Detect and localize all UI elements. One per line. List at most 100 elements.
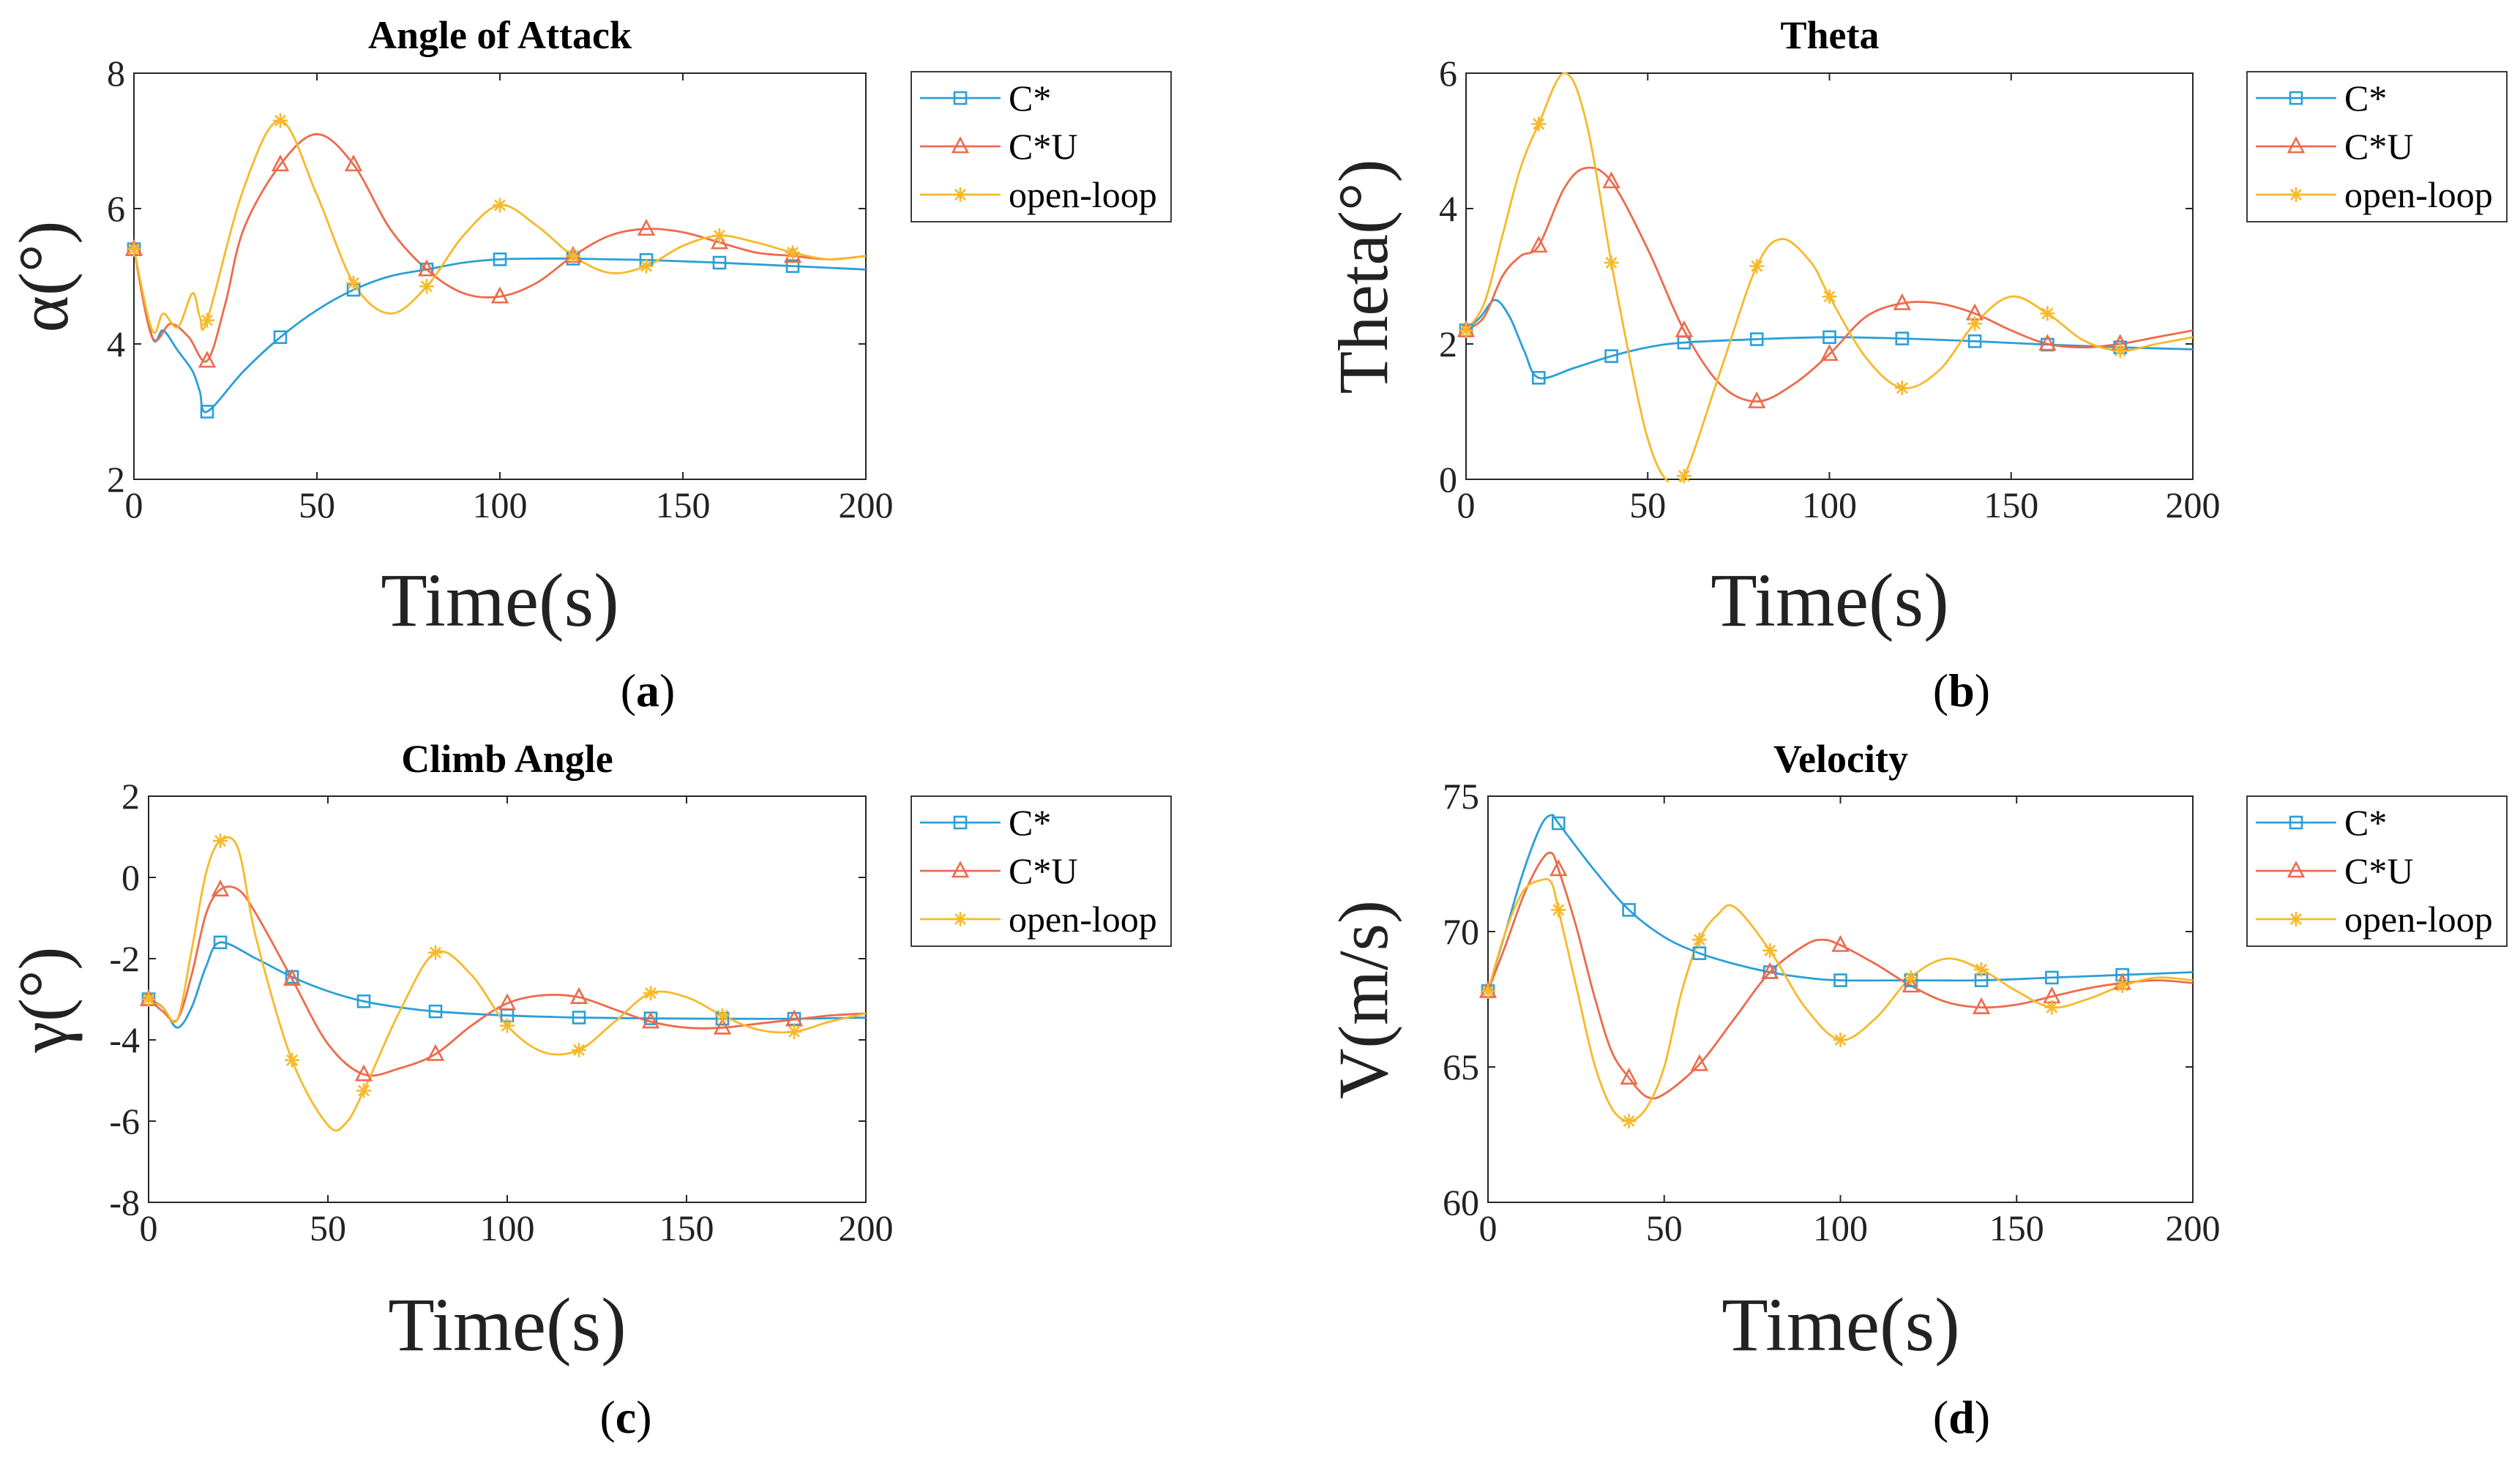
- series-line-open-loop: [134, 119, 866, 334]
- legend: C* C*U open-loop: [2246, 71, 2508, 222]
- series-line-Cstar: [134, 249, 866, 413]
- data-point-open-loop: [141, 992, 156, 1007]
- data-point-open-loop: [200, 312, 214, 328]
- data-point-CstarU: [569, 986, 588, 1005]
- plot-area: [148, 795, 867, 1203]
- series-line-Cstar: [1488, 814, 2193, 992]
- legend: C* C*U open-loop: [911, 71, 1172, 222]
- legend-marker: [2287, 861, 2306, 878]
- legend-label: C*: [2344, 802, 2387, 843]
- legend-label: C*: [2344, 78, 2387, 119]
- data-point-Cstar: [1604, 349, 1618, 363]
- data-point-CstarU: [783, 245, 802, 263]
- series-line-Cstar: [149, 941, 866, 1029]
- series-line-open-loop: [1488, 877, 2193, 1123]
- data-point-CstarU: [1620, 1068, 1638, 1085]
- legend-marker: [953, 815, 968, 830]
- data-point-Cstar: [1532, 370, 1546, 385]
- data-point-open-loop: [346, 275, 361, 291]
- legend: C* C*U open-loop: [2246, 795, 2508, 947]
- legend-marker: [953, 187, 968, 202]
- data-point-open-loop: [500, 1018, 515, 1033]
- data-point-CstarU: [1831, 934, 1850, 952]
- legend-label: C*: [1009, 78, 1051, 119]
- x-tick-label: 0: [140, 1207, 158, 1248]
- chart-panel-d: Velocity 0 50 100 150 200 60 65 70 75 Time(s) V(m/s…: [1324, 737, 2508, 1443]
- x-tick-label: 100: [1802, 484, 1857, 525]
- data-point-open-loop: [1967, 316, 1983, 332]
- data-point-CstarU: [1972, 997, 1991, 1014]
- data-point-open-loop: [1604, 255, 1619, 270]
- legend-label: C*: [1009, 802, 1051, 843]
- data-point-Cstar: [712, 255, 727, 270]
- data-point-CstarU: [1675, 320, 1694, 337]
- chart-title: Climb Angle: [401, 737, 613, 781]
- series-line-open-loop: [1466, 72, 2193, 482]
- data-point-Cstar: [2045, 970, 2059, 985]
- x-tick-label: 50: [1646, 1207, 1683, 1248]
- data-point-CstarU: [198, 351, 217, 368]
- data-point-open-loop: [285, 1052, 299, 1068]
- y-tick-label: 0: [1439, 459, 1457, 500]
- series-group: [1488, 814, 2193, 1123]
- data-point-CstarU: [637, 218, 656, 236]
- data-point-CstarU: [344, 154, 363, 172]
- data-point-open-loop: [2112, 343, 2128, 359]
- data-point-CstarU: [283, 968, 302, 986]
- legend-marker: [2289, 91, 2303, 105]
- data-point-open-loop: [1762, 943, 1778, 958]
- data-point-CstarU: [1902, 975, 1920, 993]
- data-point-open-loop: [1833, 1033, 1848, 1047]
- chart-title: Velocity: [1773, 737, 1908, 781]
- data-point-CstarU: [211, 879, 230, 896]
- data-point-CstarU: [1530, 236, 1548, 253]
- data-point-Cstar: [1822, 330, 1836, 345]
- data-point-open-loop: [428, 945, 443, 960]
- data-point-Cstar: [1692, 946, 1707, 960]
- legend-marker: [2289, 912, 2303, 926]
- legend-label: C*U: [2344, 850, 2413, 891]
- y-tick-label: 0: [121, 857, 140, 898]
- panel-caption: (d): [1933, 1391, 1990, 1443]
- data-point-Cstar: [1833, 973, 1847, 987]
- series-group: [1466, 72, 2193, 482]
- data-point-open-loop: [1691, 932, 1707, 948]
- data-point-Cstar: [1967, 334, 1982, 348]
- y-tick-label: 60: [1443, 1182, 1479, 1223]
- data-point-open-loop: [127, 241, 141, 257]
- y-axis-label: V(m/s): [1324, 900, 1402, 1099]
- data-point-Cstar: [785, 259, 800, 273]
- data-point-open-loop: [1822, 289, 1837, 304]
- data-point-Cstar: [493, 252, 507, 266]
- data-point-open-loop: [787, 1024, 801, 1039]
- data-point-open-loop: [1749, 258, 1765, 274]
- legend-marker: [953, 912, 968, 926]
- data-point-CstarU: [426, 1044, 445, 1061]
- x-tick-label: 200: [839, 1207, 894, 1248]
- y-axis-label: γ(°): [4, 947, 83, 1054]
- x-tick-label: 50: [310, 1207, 346, 1248]
- data-point-open-loop: [2115, 978, 2130, 993]
- y-tick-label: 2: [107, 459, 125, 500]
- x-axis-label: Time(s): [1721, 1283, 1960, 1367]
- legend: C* C*U open-loop: [911, 795, 1172, 947]
- data-point-Cstar: [356, 994, 371, 1008]
- data-point-CstarU: [417, 259, 436, 277]
- y-tick-label: -8: [109, 1182, 140, 1223]
- series-line-open-loop: [149, 836, 866, 1132]
- chart-title: Theta: [1781, 13, 1880, 57]
- panel-caption: (b): [1933, 664, 1990, 716]
- data-point-CstarU: [2038, 334, 2057, 351]
- data-point-open-loop: [566, 248, 580, 263]
- data-point-CstarU: [271, 154, 290, 172]
- data-point-open-loop: [419, 279, 434, 294]
- data-point-open-loop: [1676, 468, 1691, 484]
- x-axis-label: Time(s): [388, 1283, 627, 1367]
- x-tick-label: 200: [2166, 1207, 2221, 1248]
- plot-area: [1465, 72, 2194, 480]
- x-tick-label: 200: [2166, 484, 2221, 525]
- x-axis-label: Time(s): [381, 558, 619, 643]
- y-tick-label: 6: [107, 188, 125, 229]
- data-point-CstarU: [641, 1011, 660, 1029]
